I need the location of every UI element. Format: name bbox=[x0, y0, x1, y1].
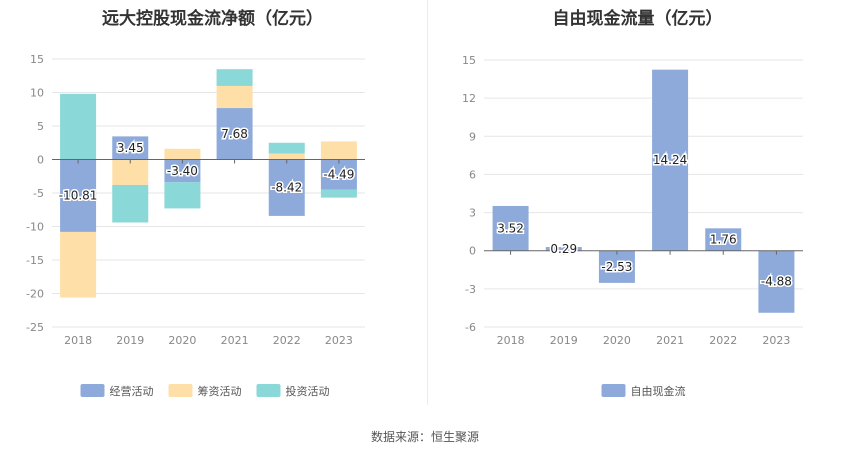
y-tick-label: -25 bbox=[26, 321, 44, 334]
data-label: 0.29 bbox=[550, 242, 577, 256]
bar-经营活动 bbox=[112, 136, 149, 160]
free-cashflow-chart: 15 12 9 6 3 0 -3 -6 2018 2019 2020 2021 2022 2023 3.52… bbox=[462, 54, 803, 398]
x-tick-label: 2019 bbox=[550, 334, 578, 347]
data-label: -10.81 bbox=[59, 189, 98, 203]
bar-筹资活动 bbox=[268, 153, 305, 160]
data-label: 14.24 bbox=[653, 153, 687, 167]
cashflow-net-chart: 15 10 5 0 -5 -10 -15 -20 -25 2018 2019 2020 2021 2022… bbox=[26, 53, 365, 398]
x-tick-label: 2019 bbox=[116, 334, 144, 347]
bar-自由现金流 bbox=[598, 250, 635, 283]
data-label: -8.42 bbox=[271, 181, 302, 195]
bar-投资活动 bbox=[320, 189, 357, 198]
y-tick-label: 10 bbox=[30, 87, 44, 100]
data-label: -4.49 bbox=[323, 168, 354, 182]
x-tick-label: 2020 bbox=[603, 334, 631, 347]
y-tick-label: 5 bbox=[37, 120, 44, 133]
y-tick-label: 3 bbox=[469, 207, 476, 220]
x-tick-label: 2018 bbox=[64, 334, 92, 347]
bar-自由现金流 bbox=[545, 247, 582, 251]
bar-自由现金流 bbox=[758, 250, 795, 313]
x-tick-label: 2021 bbox=[221, 334, 249, 347]
bar-筹资活动 bbox=[216, 85, 253, 109]
y-tick-label: -10 bbox=[26, 221, 44, 234]
bar-经营活动 bbox=[60, 159, 97, 232]
source-note: 数据来源：恒生聚源 bbox=[370, 430, 479, 444]
free-cashflow-chart-panel: 自由现金流量（亿元） 15 12 9 6 3 0 -3 -6 2018 2019 2020 2021 2… bbox=[425, 0, 850, 420]
legend-swatch bbox=[80, 384, 105, 397]
bar-经营活动 bbox=[216, 108, 253, 160]
y-tick-label: 9 bbox=[469, 130, 476, 143]
legend-label: 经营活动 bbox=[110, 384, 154, 398]
y-tick-label: -3 bbox=[465, 283, 476, 296]
x-tick-label: 2018 bbox=[497, 334, 525, 347]
y-tick-label: 0 bbox=[37, 154, 44, 167]
legend-label: 筹资活动 bbox=[198, 384, 242, 398]
bar-自由现金流 bbox=[705, 228, 742, 251]
x-tick-label: 2023 bbox=[762, 334, 790, 347]
y-tick-label: 0 bbox=[469, 245, 476, 258]
legend-swatch bbox=[168, 384, 193, 397]
bar-投资活动 bbox=[164, 182, 201, 209]
x-tick-label: 2022 bbox=[709, 334, 737, 347]
y-tick-label: 6 bbox=[469, 168, 476, 181]
y-tick-label: -6 bbox=[465, 321, 476, 334]
bar-投资活动 bbox=[216, 69, 253, 86]
cashflow-net-chart-panel: 远大控股现金流净额（亿元） 15 10 5 0 -5 -10 -15 -20 -25 2018 20… bbox=[0, 0, 425, 420]
y-tick-label: -20 bbox=[26, 288, 44, 301]
bar-筹资活动 bbox=[164, 148, 201, 160]
y-tick-label: -5 bbox=[33, 187, 44, 200]
bar-自由现金流 bbox=[652, 69, 689, 251]
y-tick-label: 15 bbox=[462, 54, 476, 67]
bar-经营活动 bbox=[164, 159, 201, 183]
bar-投资活动 bbox=[60, 93, 97, 160]
x-tick-label: 2021 bbox=[656, 334, 684, 347]
bar-投资活动 bbox=[268, 142, 305, 154]
bar-经营活动 bbox=[320, 159, 357, 190]
data-label: -4.88 bbox=[761, 275, 792, 289]
data-label: 1.76 bbox=[710, 233, 737, 247]
x-tick-label: 2020 bbox=[168, 334, 196, 347]
bar-筹资活动 bbox=[320, 141, 357, 160]
chart-title: 自由现金流量（亿元） bbox=[552, 9, 723, 29]
y-tick-label: 15 bbox=[30, 53, 44, 66]
bar-经营活动 bbox=[268, 159, 305, 216]
y-tick-label: -15 bbox=[26, 254, 44, 267]
data-label: -2.53 bbox=[601, 260, 632, 274]
data-label: 3.45 bbox=[117, 141, 144, 155]
data-label: 3.52 bbox=[497, 221, 524, 235]
data-label: -3.40 bbox=[167, 164, 198, 178]
bar-投资活动 bbox=[112, 184, 149, 223]
x-tick-label: 2022 bbox=[273, 334, 301, 347]
data-label: 7.68 bbox=[221, 127, 248, 141]
legend-label: 投资活动 bbox=[286, 384, 330, 398]
bar-筹资活动 bbox=[112, 159, 149, 185]
legend-swatch bbox=[256, 384, 281, 397]
bar-自由现金流 bbox=[492, 205, 529, 251]
legend-label: 自由现金流 bbox=[631, 384, 686, 398]
chart-title: 远大控股现金流净额（亿元） bbox=[102, 9, 323, 29]
bar-筹资活动 bbox=[60, 231, 97, 298]
panel-divider bbox=[427, 0, 428, 405]
legend-swatch bbox=[601, 384, 626, 397]
x-tick-label: 2023 bbox=[325, 334, 353, 347]
y-tick-label: 12 bbox=[462, 92, 476, 105]
